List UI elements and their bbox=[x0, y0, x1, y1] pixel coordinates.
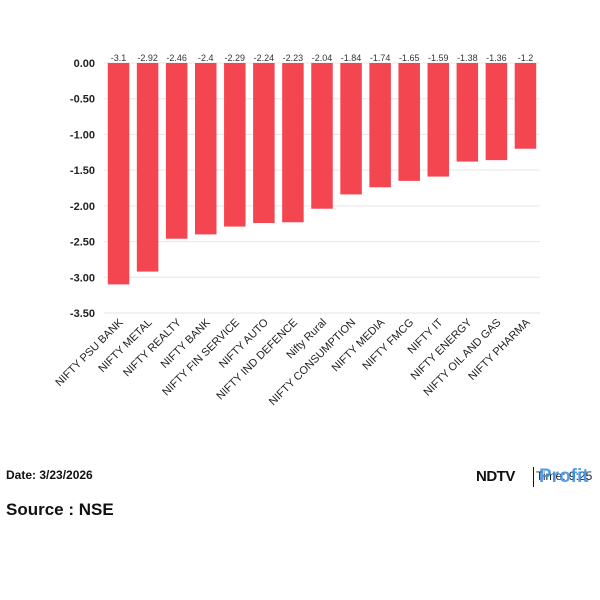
bar bbox=[485, 63, 508, 161]
data-label: -2.23 bbox=[283, 53, 304, 63]
data-label: -2.46 bbox=[166, 53, 187, 63]
date-label: Date: 3/23/2026 bbox=[6, 468, 93, 482]
y-axis-ticks: 0.00 -0.50 -1.00 -1.50 -2.00 -2.50 -3.00 -3.50 bbox=[70, 58, 95, 320]
bar bbox=[224, 63, 246, 227]
bar bbox=[194, 63, 217, 235]
bar bbox=[398, 63, 420, 181]
data-label: -1.84 bbox=[341, 53, 362, 63]
bar bbox=[340, 63, 362, 195]
y-tick-label: -3.50 bbox=[70, 308, 95, 320]
data-label: -1.65 bbox=[399, 53, 420, 63]
y-tick-label: -1.00 bbox=[70, 129, 95, 141]
data-label: -3.1 bbox=[111, 53, 127, 63]
bar bbox=[136, 63, 159, 272]
bar bbox=[427, 63, 450, 177]
bar bbox=[107, 63, 130, 285]
data-label: -2.4 bbox=[198, 53, 214, 63]
bar bbox=[311, 63, 333, 209]
y-tick-label: -2.50 bbox=[70, 237, 95, 249]
ndtv-logo-text: NDTV bbox=[476, 468, 515, 485]
logo-divider bbox=[533, 467, 534, 487]
data-label: -1.2 bbox=[518, 53, 534, 63]
data-labels: -3.1 -2.92 -2.46 -2.4 -2.29 -2.24 -2.23 -2.04 -1… bbox=[111, 53, 533, 63]
source-label: Source : NSE bbox=[6, 500, 114, 519]
data-label: -1.59 bbox=[428, 53, 449, 63]
data-label: -2.24 bbox=[254, 53, 275, 63]
bars bbox=[107, 63, 537, 285]
y-tick-label: -2.00 bbox=[70, 201, 95, 213]
bar bbox=[282, 63, 304, 223]
y-tick-label: -3.00 bbox=[70, 272, 95, 284]
data-label: -1.38 bbox=[457, 53, 478, 63]
y-tick-label: 0.00 bbox=[74, 58, 95, 70]
bar-chart: 0.00-0.50-1.00-1.50-2.00-2.50-3.00-3.50 … bbox=[53, 53, 540, 408]
bar bbox=[369, 63, 391, 188]
data-label: -2.04 bbox=[312, 53, 333, 63]
ndtv-profit-logo: NDTV Time: 9:25 Profit bbox=[476, 466, 596, 490]
bar bbox=[514, 63, 537, 149]
bar bbox=[165, 63, 188, 239]
y-tick-label: -1.50 bbox=[70, 165, 95, 177]
data-label: -2.29 bbox=[225, 53, 246, 63]
profit-logo-text: Profit bbox=[539, 466, 589, 487]
bar bbox=[456, 63, 479, 162]
time-label: Time: 9:25 bbox=[536, 469, 593, 483]
data-label: -2.92 bbox=[137, 53, 158, 63]
y-tick-label: -0.50 bbox=[70, 94, 95, 106]
data-label: -1.74 bbox=[370, 53, 391, 63]
data-label: -1.36 bbox=[486, 53, 507, 63]
bar bbox=[253, 63, 275, 223]
